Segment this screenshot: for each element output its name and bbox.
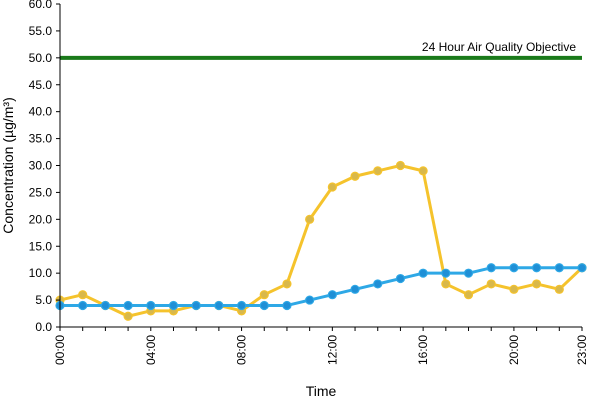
series-2-point [100,300,110,311]
series-1-point [305,214,315,224]
series-2-point [441,268,451,278]
x-axis-title: Time [306,383,337,399]
series-2-point [282,300,292,311]
series-1-point [486,279,496,289]
series-1-point [441,279,451,289]
series-2-point [168,300,179,311]
series-1-point [418,166,428,176]
y-tick-label: 0.0 [35,320,52,334]
series-2-point [577,263,587,273]
series-2-point [214,300,224,311]
series-2-point [486,263,496,273]
series-2-point [146,300,156,311]
series-1-point [395,160,406,171]
x-tick-label: 00:00 [53,335,67,365]
series-2-point [395,273,406,284]
x-tick-label: 04:00 [144,335,158,365]
y-tick-label: 25.0 [29,185,53,199]
series-1-point [259,290,269,300]
series-1-point [78,290,88,300]
y-tick-label: 15.0 [29,239,53,253]
series-1-point [123,311,133,321]
y-tick-label: 5.0 [35,293,52,307]
series-1-point [463,290,474,300]
series-1-point [350,171,360,181]
series-2-point [191,300,201,311]
y-tick-label: 60.0 [29,0,53,11]
y-tick-label: 55.0 [29,24,53,38]
x-tick-label: 08:00 [235,335,249,365]
y-tick-label: 35.0 [29,132,53,146]
axes-layer: 0.0 5.0 10.0 15.0 20.0 25.0 30.0 35.0 40.0 45.0 50… [29,0,589,365]
y-tick-label: 30.0 [29,159,53,173]
series-2-point [373,279,383,289]
series-2-point [418,268,428,278]
y-tick-label: 50.0 [29,51,53,65]
series-1-line [59,164,584,318]
series-2-point [509,263,519,273]
series-2-point [236,300,247,311]
series-2-point [327,290,337,300]
reference-line-label: 24 Hour Air Quality Objective [422,40,576,54]
series-2-point [463,268,474,278]
series-2-point [554,263,564,273]
series-1-point [554,284,564,294]
series-1-point [327,182,337,192]
y-tick-label: 20.0 [29,212,53,226]
series-2-point [532,263,542,273]
series-2-point [78,300,88,311]
series-1-point [373,166,383,176]
x-tick-label: 20:00 [507,335,521,365]
y-axis-title: Concentration (µg/m³) [0,97,16,233]
x-ticks: 00:00 04:00 08:00 12:00 16:00 20:00 23:00 [53,327,589,365]
series-2-point [123,300,133,311]
series-1-point [282,279,292,289]
y-tick-label: 10.0 [29,266,53,280]
series-2-point [305,295,315,305]
series-1-point [532,279,542,289]
series-1-point [509,284,519,294]
x-tick-label: 12:00 [325,335,339,365]
y-tick-label: 45.0 [29,78,53,92]
series-2 [55,263,587,311]
y-ticks: 0.0 5.0 10.0 15.0 20.0 25.0 30.0 35.0 40.0 45.0 50… [29,0,60,334]
x-tick-label: 16:00 [416,335,430,365]
series-2-point [259,300,269,311]
y-tick-label: 40.0 [29,105,53,119]
series-layer [55,160,587,321]
series-2-point [350,284,360,294]
x-tick-label: 23:00 [575,335,589,365]
